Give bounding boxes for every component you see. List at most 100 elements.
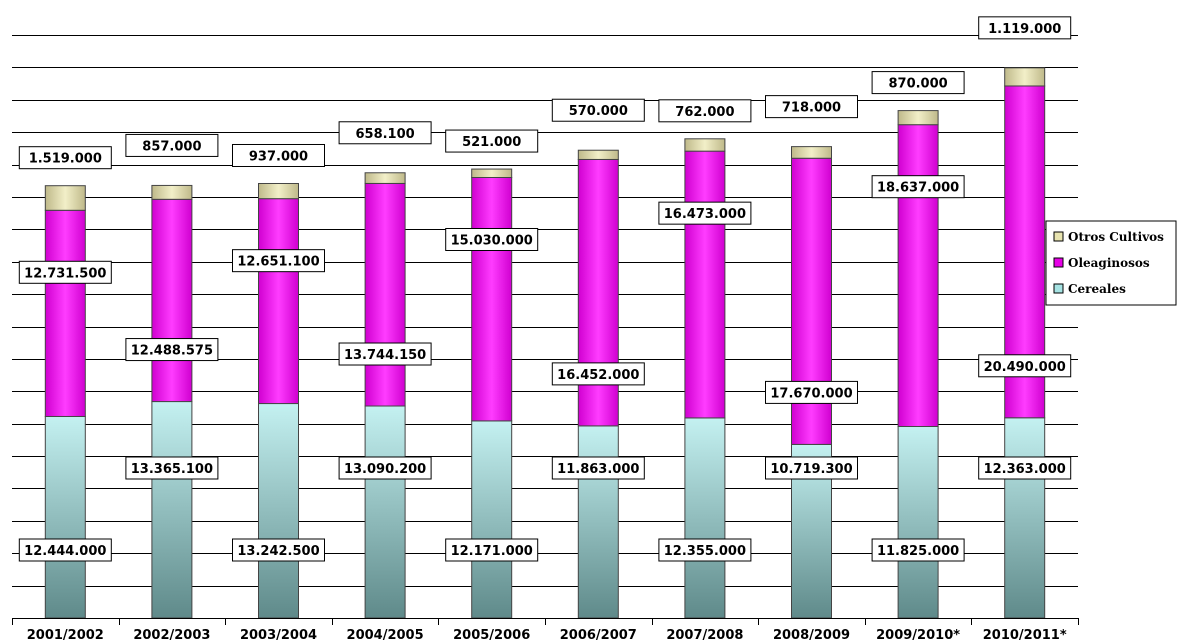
bar-segment-oleaginosos xyxy=(471,176,513,422)
data-label-cereales-box xyxy=(18,538,112,562)
bar-segment-cereales xyxy=(258,403,299,619)
data-label-oleaginosos-box xyxy=(658,201,752,225)
legend-label: Cereales xyxy=(1068,282,1126,296)
data-label-oleaginosos: 20.490.000 xyxy=(984,360,1066,375)
data-label-oleaginosos-box xyxy=(125,338,219,362)
data-label-otros-cultivos-box xyxy=(765,95,858,119)
bar-segment-oleaginosos xyxy=(151,198,193,403)
data-label-cereales: 12.444.000 xyxy=(24,544,106,559)
bar-segment-cereales xyxy=(897,426,939,619)
data-label-cereales-box xyxy=(978,456,1072,480)
legend-swatch xyxy=(1053,257,1064,268)
data-label-otros-cultivos-box xyxy=(232,143,325,167)
data-label-oleaginosos-box xyxy=(445,227,539,251)
bar-segment-cereales xyxy=(151,401,193,619)
x-tick-label: 2006/2007 xyxy=(560,628,637,643)
data-label-cereales: 11.825.000 xyxy=(877,544,959,559)
bar-segment-otros-cultivos xyxy=(151,184,193,200)
data-label-oleaginosos-box xyxy=(18,260,112,284)
data-label-otros-cultivos-box xyxy=(871,71,965,95)
bar-segment-cereales xyxy=(1004,417,1046,619)
bar-segment-oleaginosos xyxy=(684,150,726,419)
data-label-otros-cultivos-box xyxy=(18,146,112,170)
x-tick-label: 2001/2002 xyxy=(27,628,104,643)
data-label-oleaginosos: 16.452.000 xyxy=(557,368,639,383)
data-label-cereales: 10.719.300 xyxy=(770,462,852,477)
data-label-cereales: 13.242.500 xyxy=(237,544,319,559)
data-label-cereales-box xyxy=(232,538,325,562)
data-label-oleaginosos: 12.731.500 xyxy=(24,266,106,281)
x-tick-label: 2005/2006 xyxy=(453,628,530,643)
data-label-otros-cultivos-box xyxy=(125,133,219,157)
bar-segment-otros-cultivos xyxy=(684,138,726,152)
x-tick-label: 2008/2009 xyxy=(773,628,850,643)
x-axis: 2001/2002 2002/2003 2003/2004 2004/2005 2005… xyxy=(12,618,1079,643)
bar-segment-oleaginosos xyxy=(44,209,86,417)
bar-segment-cereales xyxy=(471,420,513,619)
bar-segment-otros-cultivos xyxy=(577,149,619,160)
data-label-oleaginosos: 18.637.000 xyxy=(877,181,959,196)
bar-segment-otros-cultivos xyxy=(471,168,513,178)
x-tick-label: 2009/2010* xyxy=(876,628,960,643)
x-tick-label: 2003/2004 xyxy=(240,628,317,643)
data-label-oleaginosos-box xyxy=(232,249,325,273)
x-tick-label: 2010/2011* xyxy=(983,628,1067,643)
bar-segment-otros-cultivos xyxy=(258,182,299,200)
bar-segment-cereales xyxy=(44,415,86,619)
bar-segment-cereales xyxy=(684,417,726,619)
legend-swatch xyxy=(1053,231,1064,242)
x-tick-label: 2007/2008 xyxy=(666,628,743,643)
data-label-oleaginosos: 12.488.575 xyxy=(131,344,213,359)
bar-segment-oleaginosos xyxy=(258,198,299,405)
data-label-cereales: 12.355.000 xyxy=(664,544,746,559)
x-tick-label: 2004/2005 xyxy=(347,628,424,643)
data-label-cereales-box xyxy=(658,538,752,562)
bar-segment-otros-cultivos xyxy=(897,110,939,126)
bar-segment-oleaginosos xyxy=(897,124,939,428)
data-label-oleaginosos: 12.651.100 xyxy=(237,255,319,270)
data-label-otros-cultivos-box xyxy=(551,98,645,122)
bar-segment-otros-cultivos xyxy=(44,185,86,211)
bar-segment-otros-cultivos xyxy=(791,146,832,159)
bar-segment-oleaginosos xyxy=(577,158,619,427)
data-label-cereales: 11.863.000 xyxy=(557,462,639,477)
legend-box xyxy=(1045,220,1177,306)
data-label-cereales-box xyxy=(765,456,858,480)
data-label-oleaginosos-box xyxy=(978,354,1072,378)
data-label-otros-cultivos: 870.000 xyxy=(888,77,947,92)
data-label-otros-cultivos: 1.119.000 xyxy=(988,22,1061,37)
data-label-oleaginosos-box xyxy=(871,175,965,199)
data-label-otros-cultivos-box xyxy=(658,99,752,123)
data-label-oleaginosos-box xyxy=(338,342,432,366)
data-label-oleaginosos: 13.744.150 xyxy=(344,348,426,363)
data-label-otros-cultivos-box xyxy=(445,129,539,153)
x-tick-label: 2002/2003 xyxy=(133,628,210,643)
data-label-oleaginosos: 17.670.000 xyxy=(770,386,852,401)
legend-label: Oleaginosos xyxy=(1068,256,1150,270)
data-label-oleaginosos-box xyxy=(765,380,858,404)
data-label-otros-cultivos: 762.000 xyxy=(675,105,734,120)
legend-swatch xyxy=(1053,283,1064,294)
data-label-cereales-box xyxy=(125,456,219,480)
data-label-otros-cultivos: 521.000 xyxy=(462,135,521,150)
bar-segment-cereales xyxy=(577,425,619,619)
legend: Otros Cultivos Oleaginosos Cereales xyxy=(1045,220,1177,306)
data-label-cereales: 12.171.000 xyxy=(451,544,533,559)
data-label-otros-cultivos: 857.000 xyxy=(142,139,201,154)
data-label-otros-cultivos: 718.000 xyxy=(782,101,841,116)
data-label-cereales-box xyxy=(551,456,645,480)
bar-segment-cereales xyxy=(364,405,406,619)
data-label-otros-cultivos: 570.000 xyxy=(569,104,628,119)
data-label-cereales-box xyxy=(871,538,965,562)
bar-segment-otros-cultivos xyxy=(1004,67,1046,87)
legend-label: Otros Cultivos xyxy=(1068,230,1164,244)
data-label-cereales: 13.365.100 xyxy=(131,462,213,477)
data-label-otros-cultivos: 1.519.000 xyxy=(29,152,102,167)
data-label-cereales-box xyxy=(338,456,432,480)
data-label-otros-cultivos-box xyxy=(338,121,432,145)
data-label-oleaginosos-box xyxy=(551,362,645,386)
data-label-otros-cultivos: 937.000 xyxy=(249,149,308,164)
data-label-otros-cultivos: 658.100 xyxy=(355,127,414,142)
data-label-cereales: 13.090.200 xyxy=(344,462,426,477)
